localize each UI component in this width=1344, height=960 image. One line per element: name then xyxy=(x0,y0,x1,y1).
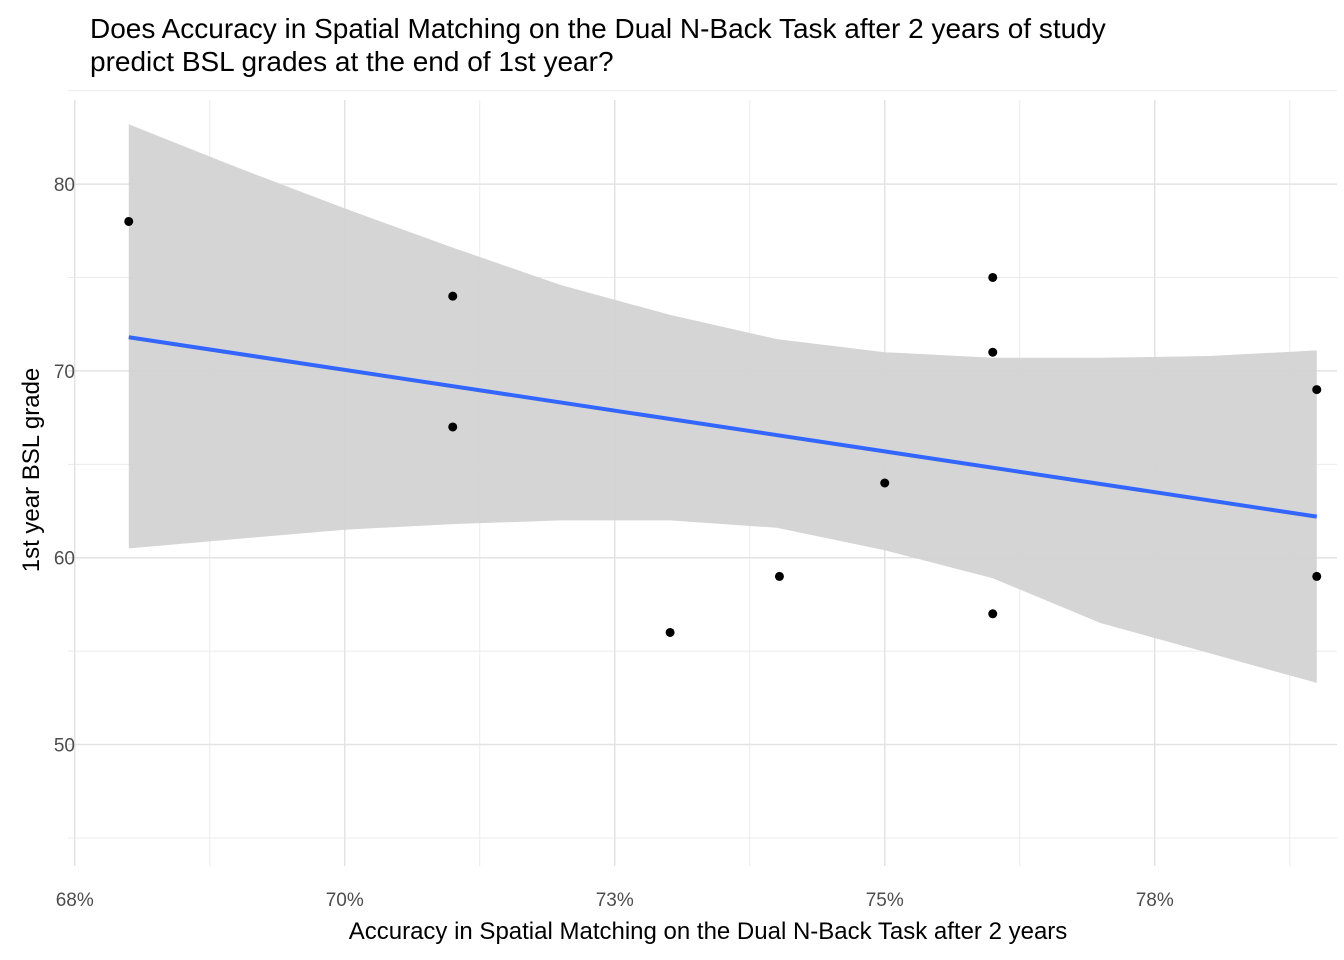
data-point xyxy=(1312,385,1322,395)
data-point xyxy=(124,216,134,226)
data-point xyxy=(988,347,998,357)
data-point xyxy=(1312,571,1322,581)
chart-title-line-1: Does Accuracy in Spatial Matching on the… xyxy=(90,13,1106,44)
data-point xyxy=(774,571,784,581)
data-point xyxy=(880,478,890,488)
data-points xyxy=(124,216,1322,637)
data-point xyxy=(988,609,998,619)
regression-line xyxy=(128,335,1318,519)
data-point xyxy=(448,422,458,432)
x-tick-label: 75% xyxy=(866,890,904,911)
y-axis-ticks: 50 60 70 80 xyxy=(54,175,75,756)
x-axis-title: Accuracy in Spatial Matching on the Dual… xyxy=(349,918,1068,945)
chart-title-line-2: predict BSL grades at the end of 1st yea… xyxy=(90,46,614,77)
x-axis-ticks: 68% 70% 73% 75% 78% xyxy=(56,890,1174,911)
y-tick-label: 70 xyxy=(54,362,75,383)
y-tick-label: 60 xyxy=(54,549,75,570)
data-point xyxy=(448,291,458,301)
confidence-band xyxy=(128,124,1317,683)
x-tick-label: 78% xyxy=(1136,890,1174,911)
data-point xyxy=(988,272,998,282)
y-tick-label: 50 xyxy=(54,736,75,757)
y-axis-title: 1st year BSL grade xyxy=(18,368,45,573)
x-tick-label: 70% xyxy=(326,890,364,911)
x-tick-label: 73% xyxy=(596,890,634,911)
x-tick-label: 68% xyxy=(56,890,94,911)
data-point xyxy=(665,627,675,637)
y-tick-label: 80 xyxy=(54,175,75,196)
chart-title: Does Accuracy in Spatial Matching on the… xyxy=(90,12,1106,78)
